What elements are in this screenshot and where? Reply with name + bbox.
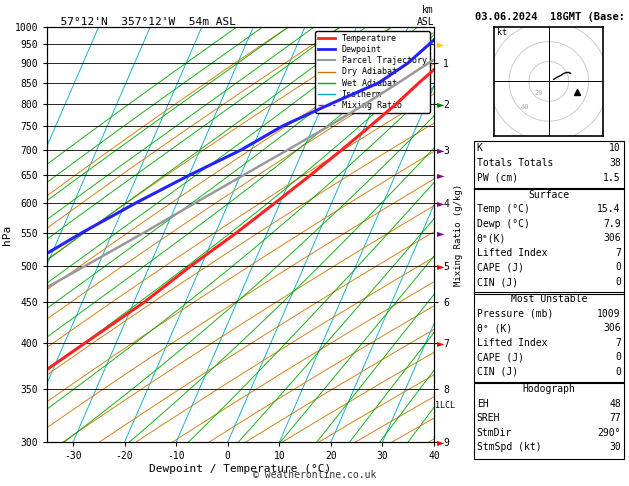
Text: 7: 7 (615, 248, 621, 258)
Y-axis label: Mixing Ratio (g/kg): Mixing Ratio (g/kg) (455, 183, 464, 286)
Text: θᵉ(K): θᵉ(K) (477, 233, 506, 243)
Text: CAPE (J): CAPE (J) (477, 352, 524, 363)
Text: StmDir: StmDir (477, 428, 512, 438)
Text: Totals Totals: Totals Totals (477, 158, 553, 168)
Text: 0: 0 (615, 262, 621, 273)
Text: 7.9: 7.9 (603, 219, 621, 229)
Text: 1009: 1009 (598, 309, 621, 319)
Text: ►: ► (437, 437, 445, 447)
Text: 0: 0 (615, 352, 621, 363)
Text: ►: ► (437, 145, 445, 155)
Text: 77: 77 (609, 413, 621, 423)
Text: PW (cm): PW (cm) (477, 173, 518, 183)
Text: 15.4: 15.4 (598, 204, 621, 214)
Text: 0: 0 (615, 277, 621, 287)
Text: ►: ► (437, 261, 445, 271)
Text: kt: kt (497, 28, 507, 36)
Y-axis label: hPa: hPa (2, 225, 12, 244)
Text: 20: 20 (535, 90, 543, 96)
Text: ►: ► (437, 228, 445, 238)
Text: ►: ► (437, 99, 445, 109)
Text: Pressure (mb): Pressure (mb) (477, 309, 553, 319)
Text: Temp (°C): Temp (°C) (477, 204, 530, 214)
Text: ►: ► (437, 171, 445, 180)
Text: 38: 38 (609, 158, 621, 168)
Text: SREH: SREH (477, 413, 500, 423)
Text: EH: EH (477, 399, 489, 409)
Text: 306: 306 (603, 323, 621, 333)
Text: © weatheronline.co.uk: © weatheronline.co.uk (253, 470, 376, 480)
Text: 290°: 290° (598, 428, 621, 438)
Text: 7: 7 (615, 338, 621, 348)
Text: CIN (J): CIN (J) (477, 277, 518, 287)
Text: 30: 30 (609, 442, 621, 452)
Text: Lifted Index: Lifted Index (477, 248, 547, 258)
Text: StmSpd (kt): StmSpd (kt) (477, 442, 542, 452)
Text: ►: ► (437, 198, 445, 208)
Text: km
ASL: km ASL (416, 5, 434, 27)
Text: 57°12'N  357°12'W  54m ASL: 57°12'N 357°12'W 54m ASL (47, 17, 236, 27)
Text: ►: ► (437, 338, 445, 348)
Legend: Temperature, Dewpoint, Parcel Trajectory, Dry Adiabat, Wet Adiabat, Isotherm, Mi: Temperature, Dewpoint, Parcel Trajectory… (315, 31, 430, 113)
Text: K: K (477, 143, 482, 154)
X-axis label: Dewpoint / Temperature (°C): Dewpoint / Temperature (°C) (150, 464, 331, 474)
Text: ►: ► (437, 39, 445, 50)
Text: 03.06.2024  18GMT (Base: 12): 03.06.2024 18GMT (Base: 12) (475, 12, 629, 22)
Text: 0: 0 (615, 367, 621, 377)
Text: 306: 306 (603, 233, 621, 243)
Text: Most Unstable: Most Unstable (511, 294, 587, 304)
Text: Hodograph: Hodograph (522, 384, 576, 394)
Text: CAPE (J): CAPE (J) (477, 262, 524, 273)
Text: 10: 10 (609, 143, 621, 154)
Text: 1.5: 1.5 (603, 173, 621, 183)
Text: CIN (J): CIN (J) (477, 367, 518, 377)
Text: θᵉ (K): θᵉ (K) (477, 323, 512, 333)
Text: 48: 48 (609, 399, 621, 409)
Text: Lifted Index: Lifted Index (477, 338, 547, 348)
Text: 40: 40 (521, 104, 530, 110)
Text: Surface: Surface (528, 190, 569, 200)
Text: Dewp (°C): Dewp (°C) (477, 219, 530, 229)
Text: 1LCL: 1LCL (435, 401, 455, 410)
